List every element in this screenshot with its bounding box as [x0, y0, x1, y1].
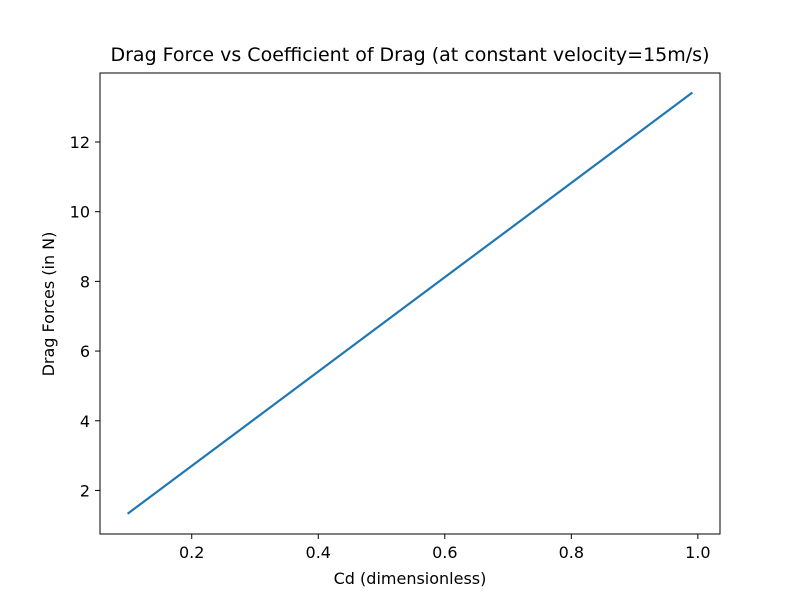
y-tick-label: 2 — [80, 481, 90, 500]
x-tick-label: 0.6 — [432, 543, 457, 562]
series-layer — [126, 91, 694, 515]
x-tick-label: 0.4 — [306, 543, 331, 562]
x-axis-ticks: 0.2 0.4 0.6 0.8 1.0 — [179, 534, 711, 562]
x-tick-label: 0.2 — [179, 543, 204, 562]
y-axis-label: Drag Forces (in N) — [39, 232, 58, 377]
series-line-0 — [126, 91, 694, 515]
plot-area — [99, 72, 721, 535]
x-tick-label: 1.0 — [685, 543, 710, 562]
chart-title: Drag Force vs Coefficient of Drag (at co… — [110, 44, 709, 66]
y-axis-ticks: 2 4 6 8 10 12 — [70, 133, 100, 500]
y-tick-label: 8 — [80, 272, 90, 291]
x-tick-label: 0.8 — [559, 543, 584, 562]
y-tick-label: 10 — [70, 203, 90, 222]
y-tick-label: 4 — [80, 412, 90, 431]
plot-frame — [99, 72, 721, 535]
x-axis-label: Cd (dimensionless) — [334, 569, 487, 588]
y-tick-label: 12 — [70, 133, 90, 152]
y-tick-label: 6 — [80, 342, 90, 361]
